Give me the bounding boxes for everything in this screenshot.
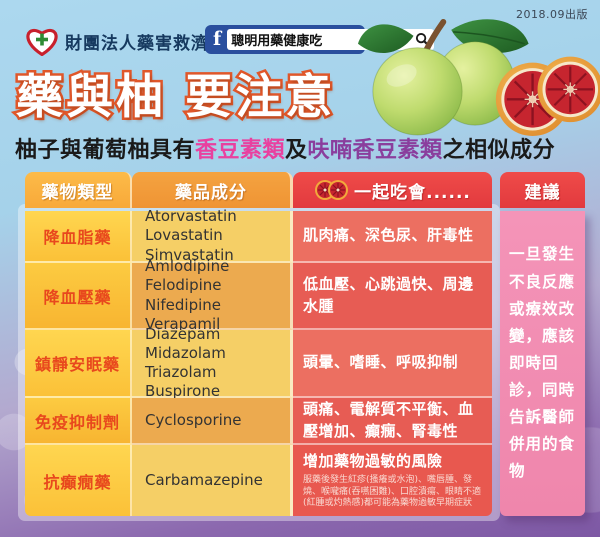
column-header-advice: 建議 bbox=[500, 172, 585, 208]
interaction-effects-note: 服藥後發生紅疹(搔癢或水泡)、嘴唇腫、發燒、喉嚨痛(吞嚥困難)、口腔潰瘍、眼睛不… bbox=[303, 474, 482, 509]
leaf-icon bbox=[357, 24, 414, 53]
heart-cross-logo-icon bbox=[26, 28, 58, 56]
interaction-effects: 頭痛、電解質不平衡、血壓增加、癲癇、腎毒性 bbox=[293, 398, 492, 445]
drug-ingredients: Atorvastatin Lovastatin Simvastatin bbox=[132, 207, 293, 264]
column-header-drug-type: 藥物類型 bbox=[25, 172, 132, 208]
drug-type: 降血脂藥 bbox=[25, 211, 132, 263]
publish-date: 2018.09出版 bbox=[516, 8, 588, 21]
drug-type: 鎮靜安眠藥 bbox=[25, 330, 132, 398]
drug-type: 抗癲癇藥 bbox=[25, 445, 132, 516]
drug-ingredients: Amlodipine Felodipine Nifedipine Verapam… bbox=[132, 257, 293, 333]
interaction-effects: 肌肉痛、深色尿、肝毒性 bbox=[293, 211, 492, 263]
stem bbox=[422, 18, 447, 55]
drug-interaction-table: 藥物類型 藥品成分 一起吃會...... 建議 降血脂藥 Atorvastati… bbox=[25, 172, 585, 516]
subtitle-text: 及 bbox=[285, 138, 308, 163]
advice-cell: 一旦發生不良反應或療效改變，應該即時回診，同時告訴醫師併用的食物 bbox=[500, 211, 585, 516]
interaction-effects: 增加藥物過敏的風險 服藥後發生紅疹(搔癢或水泡)、嘴唇腫、發燒、喉嚨痛(吞嚥困難… bbox=[293, 445, 492, 516]
grapefruit-half bbox=[537, 56, 600, 123]
leaf-vein bbox=[453, 31, 525, 45]
grapefruit-icon bbox=[315, 180, 349, 200]
drug-ingredients: Carbamazepine bbox=[132, 445, 293, 516]
column-header-ingredients: 藥品成分 bbox=[132, 172, 293, 208]
column-header-effects-label: 一起吃會...... bbox=[354, 182, 471, 203]
page-title: 藥與柚 要注意 bbox=[13, 68, 336, 128]
subtitle-highlight-coumarin: 香豆素類 bbox=[195, 138, 286, 163]
interaction-effects-title: 增加藥物過敏的風險 bbox=[303, 452, 443, 471]
subtitle: 柚子與葡萄柚具有香豆素類及呋喃香豆素類之相似成分 bbox=[15, 132, 555, 164]
drug-ingredients: Diazepam Midazolam Triazolam Buspirone bbox=[132, 325, 293, 400]
interaction-effects: 頭暈、嗜睡、呼吸抑制 bbox=[293, 330, 492, 398]
facebook-search-bar[interactable]: f bbox=[205, 25, 435, 54]
facebook-icon: f bbox=[213, 28, 222, 50]
column-header-effects: 一起吃會...... bbox=[293, 172, 492, 208]
drug-ingredients: Cyclosporine bbox=[132, 398, 293, 445]
drug-type: 降血壓藥 bbox=[25, 263, 132, 330]
subtitle-text: 柚子與葡萄柚具有 bbox=[15, 138, 196, 163]
subtitle-text: 之相似成分 bbox=[442, 138, 556, 163]
pomelo-highlight bbox=[386, 64, 417, 87]
pomelo bbox=[372, 47, 463, 136]
interaction-effects: 低血壓、心跳過快、周邊水腫 bbox=[293, 263, 492, 330]
pomelo-grapefruit-illustration bbox=[357, 18, 600, 137]
drug-type: 免疫抑制劑 bbox=[25, 398, 132, 445]
subtitle-highlight-furanocoumarin: 呋喃香豆素類 bbox=[307, 138, 443, 163]
